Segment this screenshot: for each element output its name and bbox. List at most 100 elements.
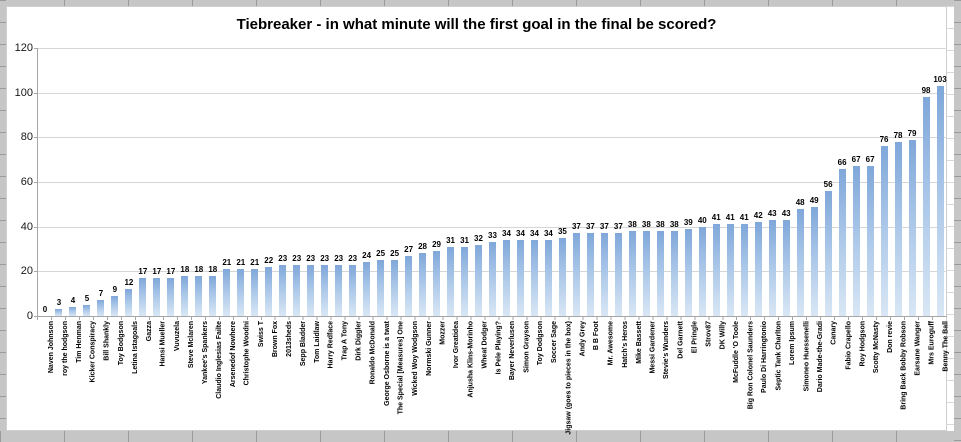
bar-value-label: 67 bbox=[865, 155, 875, 165]
x-axis-ticks bbox=[37, 317, 946, 320]
bar-value-label: 28 bbox=[418, 242, 428, 252]
y-axis-tick-label: 0 bbox=[26, 310, 33, 322]
bar bbox=[111, 295, 119, 316]
category-label: McFuddle 'O Toole bbox=[733, 321, 741, 383]
bar bbox=[838, 168, 846, 316]
category-label: Ivor Greatidea bbox=[453, 321, 461, 369]
category-label: Swiss T bbox=[257, 321, 265, 348]
bar bbox=[754, 222, 762, 316]
bar-value-label: 38 bbox=[669, 220, 679, 230]
category-label: Dario Made-the-Gradi bbox=[817, 321, 825, 393]
category-label: Mrs Euroguff bbox=[929, 321, 937, 365]
bar-value-label: 18 bbox=[180, 264, 190, 274]
category-label: Simon Grayson bbox=[523, 321, 531, 373]
bar-value-label: 41 bbox=[711, 213, 721, 223]
category-label: Kicker Conspiracy bbox=[89, 321, 97, 383]
y-axis-tick-label: 40 bbox=[20, 220, 33, 233]
bar-value-label: 0 bbox=[42, 305, 48, 314]
bar bbox=[419, 253, 427, 316]
y-axis-tick bbox=[34, 48, 38, 49]
bar bbox=[544, 240, 552, 316]
category-label: Strov87 bbox=[705, 321, 713, 347]
category-label: Jigsaw (goes to pieces in the box) bbox=[565, 321, 573, 435]
gridline bbox=[38, 182, 947, 183]
bar bbox=[279, 264, 287, 316]
bar bbox=[125, 289, 133, 316]
bar bbox=[377, 260, 385, 316]
category-label: Normski Gunner bbox=[425, 321, 433, 376]
bar bbox=[293, 264, 301, 316]
bar-value-label: 43 bbox=[767, 208, 777, 218]
category-label: Is Pele Playing? bbox=[495, 321, 503, 375]
category-label: Simoneo Huessenelli bbox=[803, 321, 811, 392]
bar-value-label: 34 bbox=[530, 229, 539, 239]
bar-value-label: 37 bbox=[571, 222, 581, 232]
category-label: Vuvuzela bbox=[173, 321, 181, 352]
category-label: Dirk Diggler bbox=[355, 321, 363, 361]
bar-value-label: 31 bbox=[446, 235, 455, 245]
bar bbox=[223, 269, 231, 316]
gridline bbox=[38, 48, 947, 49]
category-label: The Special [Measures] One bbox=[397, 321, 405, 415]
category-label: Hansi Mueller bbox=[159, 321, 167, 367]
category-label: Claudio Inglesias Failte bbox=[215, 321, 223, 399]
bar-value-label: 38 bbox=[655, 220, 665, 230]
window-frame-left bbox=[0, 0, 6, 442]
window-frame-bottom bbox=[0, 431, 961, 442]
bar-value-label: 48 bbox=[795, 197, 805, 207]
bar-value-label: 17 bbox=[138, 267, 148, 277]
y-axis-tick-label: 120 bbox=[14, 42, 33, 54]
bar-value-label: 22 bbox=[264, 255, 274, 265]
bar bbox=[684, 228, 692, 316]
bar-value-label: 49 bbox=[809, 195, 819, 205]
bar-value-label: 12 bbox=[124, 278, 134, 288]
bar-value-label: 25 bbox=[376, 249, 386, 259]
category-label: Christophe Woodni bbox=[243, 321, 251, 386]
category-label: Earsane Wanger bbox=[915, 321, 923, 376]
bar bbox=[614, 233, 622, 316]
category-label: Don revie bbox=[887, 321, 895, 353]
bar bbox=[782, 219, 790, 316]
bar-value-label: 78 bbox=[893, 130, 903, 140]
bar bbox=[600, 233, 608, 316]
bar bbox=[740, 224, 748, 316]
category-label: roy the hodgson bbox=[61, 321, 69, 376]
bar-value-label: 56 bbox=[823, 179, 833, 189]
category-label: George Osborne is a twat bbox=[383, 321, 391, 406]
bar bbox=[670, 231, 678, 316]
bar-value-label: 23 bbox=[292, 253, 302, 263]
category-label: Paulo Di Harringtonio bbox=[761, 321, 769, 393]
category-label: Trap A Tony bbox=[341, 321, 349, 361]
bar bbox=[726, 224, 734, 316]
category-label: Stevie's Wunders bbox=[663, 321, 671, 379]
bar bbox=[586, 233, 594, 316]
bar-value-label: 35 bbox=[557, 226, 567, 236]
bar-value-label: 17 bbox=[166, 267, 176, 277]
bar bbox=[572, 233, 580, 316]
bar-value-label: 23 bbox=[320, 253, 330, 263]
bar-value-label: 40 bbox=[697, 215, 707, 225]
category-label: Toy Bodgson bbox=[117, 321, 125, 366]
bar-value-label: 103 bbox=[933, 74, 947, 84]
category-label: Bayer Neverlusen bbox=[509, 321, 517, 381]
category-label: Tom Laidlaw bbox=[313, 321, 321, 363]
bar-value-label: 34 bbox=[502, 229, 511, 239]
bar-value-label: 34 bbox=[516, 229, 525, 239]
bar bbox=[391, 260, 399, 316]
y-axis-tick-label: 60 bbox=[20, 176, 33, 188]
bar bbox=[181, 275, 189, 316]
bar-value-label: 7 bbox=[98, 289, 104, 299]
bar-value-label: 23 bbox=[348, 253, 358, 263]
category-label: Canary bbox=[831, 321, 839, 345]
bar bbox=[698, 226, 706, 316]
bar-value-label: 41 bbox=[725, 213, 735, 223]
bar bbox=[447, 246, 455, 316]
window-frame-top bbox=[0, 0, 961, 6]
category-label: 2013sheds bbox=[285, 321, 293, 357]
bar-value-label: 79 bbox=[907, 128, 917, 138]
bar-value-label: 32 bbox=[474, 233, 483, 243]
category-label: Lorem Ipsum bbox=[789, 321, 797, 365]
bar bbox=[922, 97, 930, 316]
bar bbox=[153, 278, 161, 316]
bar bbox=[335, 264, 343, 316]
